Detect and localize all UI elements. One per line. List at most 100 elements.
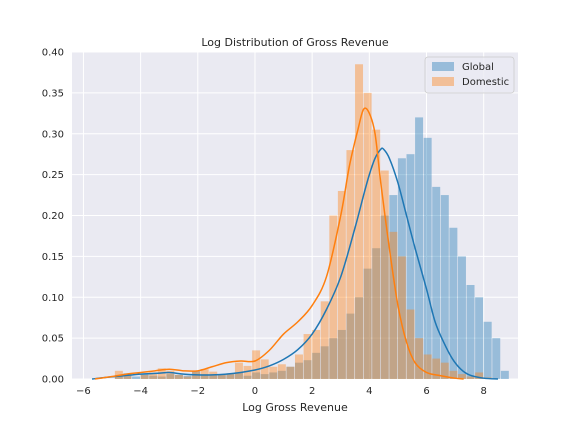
kde-line-domestic: [94, 107, 464, 380]
histogram-bar-domestic: [423, 354, 432, 379]
y-tick-label: 0.35: [42, 88, 64, 99]
histogram-bar-global: [123, 373, 132, 379]
histogram-bar-domestic: [449, 370, 458, 379]
histogram-bar-domestic: [226, 374, 235, 379]
histogram-bar-domestic: [312, 329, 321, 379]
histogram-bar-domestic: [140, 374, 149, 379]
x-tick-label: 4: [366, 386, 372, 397]
histogram-bar-domestic: [234, 362, 243, 379]
histogram-bar-global: [320, 346, 329, 379]
x-tick-label: 6: [423, 386, 429, 397]
histogram-bar-domestic: [303, 334, 312, 379]
histogram-bar-domestic: [217, 374, 226, 379]
y-tick-label: 0.10: [42, 293, 64, 304]
y-tick-label: 0.00: [42, 375, 64, 386]
histogram-bar-domestic: [286, 366, 295, 379]
histogram-bar-domestic: [363, 92, 372, 379]
histogram-bar-global: [140, 374, 149, 379]
histogram-bar-global: [415, 117, 424, 380]
histogram-bar-global: [286, 366, 295, 379]
series-global-bars: [114, 117, 509, 380]
histogram-bar-global: [234, 372, 243, 379]
histogram-bar-global: [277, 370, 286, 379]
legend: Global Domestic: [424, 56, 515, 94]
histogram-bar-global: [166, 374, 175, 379]
histogram-bar-global: [363, 268, 372, 379]
histogram-bar-global: [492, 338, 501, 379]
histogram-bar-global: [114, 374, 123, 379]
histogram-bar-global: [132, 376, 141, 379]
histogram-bar-domestic: [252, 350, 261, 379]
histogram-bar-domestic: [346, 150, 355, 379]
histogram-bar-domestic: [406, 309, 415, 379]
histogram-bar-domestic: [457, 374, 466, 379]
histogram-bar-domestic: [183, 376, 192, 379]
histogram-bar-global: [432, 186, 441, 379]
histogram-bar-global: [389, 195, 398, 379]
histogram-bar-global: [226, 373, 235, 379]
histogram-bar-global: [397, 158, 406, 379]
y-tick-labels: 0.00 0.05 0.10 0.15 0.20 0.25 0.30 0.35 0.40: [42, 48, 64, 386]
x-tick-label: 2: [309, 386, 315, 397]
y-tick-label: 0.25: [42, 170, 64, 181]
x-tick-label: −6: [76, 386, 91, 397]
histogram-bar-domestic: [380, 170, 389, 379]
histogram-bar-global: [457, 256, 466, 379]
histogram-bar-global: [209, 374, 218, 379]
grid-lines: [72, 51, 518, 380]
histogram-bar-domestic: [166, 370, 175, 379]
histogram-bar-global: [355, 297, 364, 379]
legend-label-domestic: Domestic: [462, 77, 509, 88]
legend-swatch-global: [432, 62, 454, 71]
histogram-bar-global: [183, 375, 192, 379]
histogram-bar-global: [466, 284, 475, 379]
histogram-bar-global: [337, 329, 346, 379]
histogram-bar-domestic: [475, 372, 484, 379]
legend-label-global: Global: [462, 62, 494, 73]
histogram-bar-domestic: [295, 354, 303, 379]
y-tick-label: 0.05: [42, 334, 64, 345]
histogram-bar-global: [372, 248, 381, 379]
histogram-bar-global: [312, 352, 321, 379]
x-tick-label: 8: [481, 386, 487, 397]
kde-curves: [91, 107, 499, 380]
kde-line-global: [91, 147, 499, 380]
histogram-bar-domestic: [243, 365, 252, 379]
histogram-bar-global: [217, 374, 226, 379]
legend-box: [424, 56, 515, 94]
y-tick-label: 0.40: [42, 48, 64, 59]
histogram-bar-global: [406, 154, 415, 379]
legend-swatch-domestic: [432, 77, 454, 86]
histogram-bar-global: [252, 372, 261, 379]
histogram-bar-domestic: [329, 215, 338, 379]
histogram-bar-domestic: [260, 359, 269, 379]
histogram-bar-global: [269, 372, 278, 379]
histogram-bar-global: [329, 338, 338, 379]
histogram-bar-global: [157, 376, 166, 379]
chart-title: Log Distribution of Gross Revenue: [201, 36, 389, 49]
y-tick-label: 0.20: [42, 211, 64, 222]
y-tick-label: 0.15: [42, 252, 64, 263]
x-tick-label: 0: [252, 386, 258, 397]
histogram-bar-global: [423, 137, 432, 379]
histogram-bar-domestic: [372, 129, 381, 379]
histogram-bar-domestic: [432, 358, 441, 379]
x-tick-labels: −6 −4 −2 0 2 4 6 8: [76, 386, 487, 397]
histogram-bar-domestic: [466, 376, 475, 379]
histogram-bar-domestic: [415, 338, 424, 379]
histogram-bar-global: [483, 321, 492, 379]
histogram-bar-global: [260, 374, 269, 379]
histogram-bar-global: [174, 374, 183, 379]
histogram-bar-global: [500, 370, 509, 379]
y-tick-label: 0.30: [42, 129, 64, 140]
histogram-bar-domestic: [320, 301, 329, 379]
histogram-bar-global: [346, 313, 355, 379]
x-tick-label: −4: [133, 386, 148, 397]
histogram-bar-global: [243, 375, 252, 379]
histogram-bar-domestic: [157, 368, 166, 379]
histogram-bar-domestic: [397, 256, 406, 379]
histogram-bar-global: [440, 195, 449, 379]
histogram-bar-domestic: [355, 64, 364, 379]
histogram-bar-domestic: [337, 190, 346, 379]
